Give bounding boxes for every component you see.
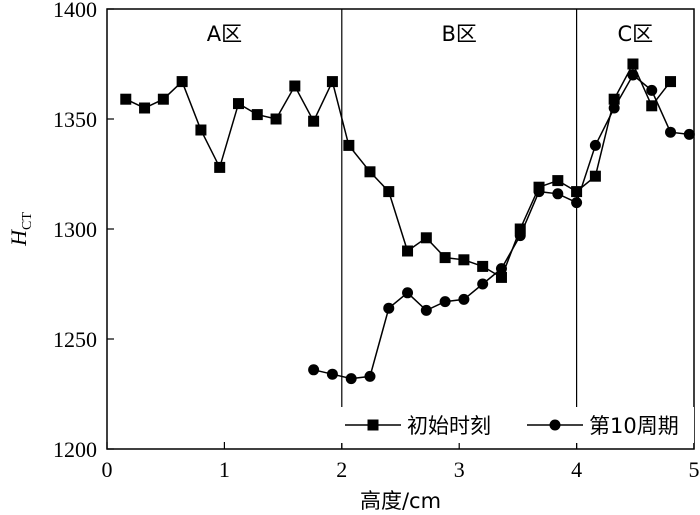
series-0-point-8 (270, 113, 282, 125)
series-0-point-11 (326, 76, 338, 88)
x-tick-label-2: 2 (336, 457, 347, 482)
series-1-point-4 (383, 302, 395, 314)
y-axis-label-subscript: CT (20, 212, 35, 230)
series-1-point-13 (552, 188, 564, 200)
series-0-point-17 (439, 252, 451, 264)
series-0-point-28 (646, 100, 658, 112)
series-0-point-4 (195, 124, 207, 136)
series-0-point-10 (308, 115, 320, 127)
series-1-point-1 (326, 368, 338, 380)
series-1-point-11 (514, 230, 526, 242)
series-1-point-12 (533, 186, 545, 198)
series-0-point-14 (383, 186, 395, 198)
series-0-point-21 (514, 223, 526, 235)
y-tick-label-2: 1300 (53, 217, 97, 242)
series-1-point-20 (683, 128, 695, 140)
series-1-point-5 (402, 287, 414, 299)
y-axis-label-main: H (6, 229, 31, 247)
series-0-point-18 (458, 254, 470, 266)
series-layer (120, 58, 695, 385)
x-tick-label-1: 1 (219, 457, 230, 482)
series-0-point-27 (627, 58, 639, 70)
series-0-point-1 (139, 102, 151, 114)
series-1-point-10 (495, 263, 507, 275)
legend-item-0: 初始时刻 (345, 414, 491, 438)
series-0-line (125, 62, 672, 279)
series-0-point-15 (402, 245, 414, 257)
y-tick-label-0: 1200 (53, 437, 97, 462)
legend-label-1: 第10周期 (589, 414, 679, 438)
legend-marker-1 (549, 419, 561, 431)
series-0-point-24 (571, 186, 583, 198)
region-label-0: A区 (207, 22, 242, 46)
x-axis-label: 高度/cm (360, 489, 441, 513)
series-1-point-3 (364, 370, 376, 382)
series-0-point-20 (495, 271, 507, 283)
legend-item-1: 第10周期 (527, 414, 679, 438)
x-tick-label-0: 0 (102, 457, 113, 482)
ticks-layer: 0 1 2 3 4 5 1200 1250 1300 1350 1400 (53, 0, 700, 482)
y-tick-label-4: 1400 (53, 0, 97, 22)
y-axis-label: HCT (6, 212, 35, 247)
series-1-point-8 (458, 293, 470, 305)
series-1-point-18 (646, 84, 658, 96)
series-0-point-3 (176, 76, 188, 88)
series-0-point-9 (289, 80, 301, 92)
region-label-1: B区 (441, 22, 476, 46)
series-0-point-0 (120, 93, 132, 105)
series-0 (120, 58, 677, 283)
series-0-point-2 (157, 93, 169, 105)
series-0-point-6 (232, 98, 244, 110)
x-tick-label-4: 4 (571, 457, 582, 482)
series-1-point-16 (608, 102, 620, 114)
series-1-point-17 (627, 69, 639, 81)
series-0-point-5 (214, 161, 226, 173)
series-1-point-19 (665, 126, 677, 138)
region-label-2: C区 (617, 22, 653, 46)
series-1-point-7 (439, 296, 451, 308)
series-0-point-25 (589, 170, 601, 182)
legend-marker-0 (367, 419, 379, 431)
x-tick-label-3: 3 (454, 457, 465, 482)
series-1-point-15 (589, 139, 601, 151)
series-0-point-19 (477, 260, 489, 272)
y-tick-label-1: 1250 (53, 327, 97, 352)
series-1-point-0 (308, 364, 320, 376)
series-0-point-26 (608, 93, 620, 105)
series-1-line (313, 73, 690, 380)
series-0-point-7 (251, 109, 263, 121)
y-tick-label-3: 1350 (53, 107, 97, 132)
series-1-point-14 (571, 197, 583, 209)
series-0-point-13 (364, 166, 376, 178)
series-1-point-2 (345, 373, 357, 385)
series-0-point-23 (552, 175, 564, 187)
legend: 初始时刻 第10周期 (340, 407, 694, 443)
series-1 (308, 69, 695, 385)
series-1-point-9 (477, 278, 489, 290)
x-tick-label-5: 5 (689, 457, 700, 482)
legend-label-0: 初始时刻 (407, 414, 491, 438)
series-0-point-16 (420, 232, 432, 244)
regions-layer: A区 B区 C区 (207, 9, 653, 449)
series-1-point-6 (420, 304, 432, 316)
series-0-point-29 (665, 76, 677, 88)
series-0-point-12 (343, 139, 355, 151)
